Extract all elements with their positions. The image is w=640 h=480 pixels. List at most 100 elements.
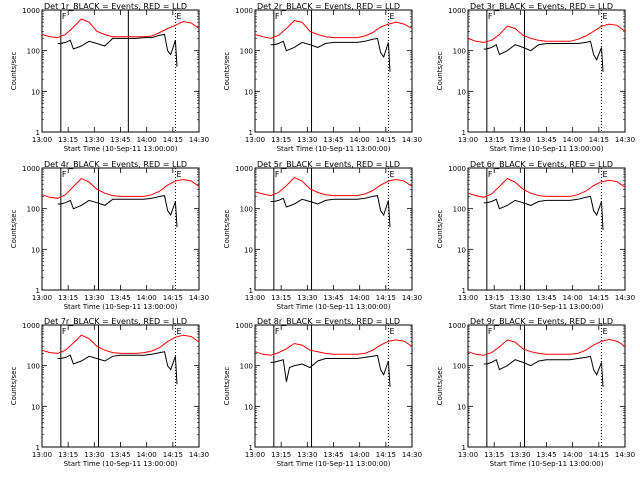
series-line-events bbox=[483, 355, 604, 387]
x-axis-label: Start Time (10-Sep-11 13:00:00) bbox=[490, 303, 604, 311]
y-tick-label: 1000 bbox=[22, 322, 40, 330]
y-tick-label: 10 bbox=[457, 403, 466, 411]
y-tick-label: 10 bbox=[244, 246, 253, 254]
x-axis-label: Start Time (10-Sep-11 13:00:00) bbox=[277, 303, 391, 311]
y-tick-label: 1000 bbox=[448, 322, 466, 330]
y-tick-label: 1 bbox=[462, 287, 466, 295]
panel-title: Det 3r_BLACK = Events, RED = LLD bbox=[470, 2, 613, 11]
x-axis-label: Start Time (10-Sep-11 13:00:00) bbox=[64, 303, 178, 311]
panel-title: Det 9r_BLACK = Events, RED = LLD bbox=[470, 317, 613, 326]
x-tick-label: 13:00 bbox=[458, 451, 478, 459]
series-line-lld bbox=[254, 177, 413, 197]
marker-label: E bbox=[389, 327, 394, 336]
marker-label: F bbox=[488, 327, 493, 336]
series-line-lld bbox=[467, 338, 626, 356]
marker-label: E bbox=[176, 170, 181, 179]
x-tick-label: 13:00 bbox=[245, 294, 265, 302]
y-tick-label: 100 bbox=[240, 206, 253, 214]
x-axis-label: Start Time (10-Sep-11 13:00:00) bbox=[64, 145, 178, 153]
y-tick-label: 10 bbox=[244, 403, 253, 411]
x-tick-label: 13:45 bbox=[323, 294, 343, 302]
x-axis-label: Start Time (10-Sep-11 13:00:00) bbox=[64, 460, 178, 468]
y-tick-label: 100 bbox=[27, 48, 40, 56]
y-tick-label: 1 bbox=[36, 287, 40, 295]
x-tick-label: 14:00 bbox=[137, 451, 157, 459]
y-tick-label: 1 bbox=[249, 129, 253, 137]
y-axis-label: Counts/sec bbox=[10, 52, 18, 91]
y-axis-label: Counts/sec bbox=[436, 367, 444, 406]
marker-label: F bbox=[275, 12, 280, 21]
marker-label: E bbox=[176, 327, 181, 336]
x-tick-label: 13:15 bbox=[58, 294, 78, 302]
x-tick-label: 14:00 bbox=[563, 451, 583, 459]
x-tick-label: 13:00 bbox=[32, 294, 52, 302]
x-tick-label: 13:15 bbox=[271, 294, 291, 302]
y-tick-label: 100 bbox=[27, 363, 40, 371]
x-tick-label: 13:45 bbox=[110, 294, 130, 302]
marker-label: F bbox=[62, 12, 67, 21]
y-tick-label: 10 bbox=[244, 88, 253, 96]
series-line-events bbox=[483, 40, 604, 72]
marker-label: E bbox=[389, 170, 394, 179]
x-tick-label: 13:30 bbox=[510, 136, 530, 144]
x-tick-label: 14:30 bbox=[402, 451, 422, 459]
y-axis-label: Counts/sec bbox=[223, 210, 231, 249]
x-tick-label: 13:15 bbox=[271, 451, 291, 459]
x-tick-label: 14:30 bbox=[615, 136, 635, 144]
x-tick-label: 14:15 bbox=[376, 294, 396, 302]
marker-label: F bbox=[62, 170, 67, 179]
series-line-lld bbox=[467, 23, 626, 43]
panel-title: Det 5r_BLACK = Events, RED = LLD bbox=[257, 160, 400, 169]
y-axis-label: Counts/sec bbox=[10, 367, 18, 406]
x-tick-label: 13:00 bbox=[32, 136, 52, 144]
x-tick-label: 13:45 bbox=[323, 451, 343, 459]
y-tick-label: 1000 bbox=[22, 7, 40, 15]
x-tick-label: 13:30 bbox=[510, 451, 530, 459]
x-tick-label: 14:15 bbox=[163, 294, 183, 302]
y-tick-label: 10 bbox=[31, 403, 40, 411]
x-tick-label: 14:30 bbox=[402, 136, 422, 144]
x-tick-label: 13:30 bbox=[297, 294, 317, 302]
x-tick-label: 13:30 bbox=[510, 294, 530, 302]
y-tick-label: 100 bbox=[453, 363, 466, 371]
y-axis-label: Counts/sec bbox=[436, 52, 444, 91]
y-tick-label: 100 bbox=[240, 48, 253, 56]
marker-label: E bbox=[176, 12, 181, 21]
y-tick-label: 100 bbox=[453, 48, 466, 56]
x-tick-label: 13:30 bbox=[297, 451, 317, 459]
x-tick-label: 14:00 bbox=[350, 136, 370, 144]
y-tick-label: 1000 bbox=[235, 7, 253, 15]
panel-title: Det 6r_BLACK = Events, RED = LLD bbox=[470, 160, 613, 169]
panel-1: Det 1r_BLACK = Events, RED = LLD 1 10 100 10… bbox=[10, 2, 209, 153]
panel-5: Det 5r_BLACK = Events, RED = LLD 1 10 100 10… bbox=[223, 160, 422, 311]
x-tick-label: 14:30 bbox=[189, 136, 209, 144]
x-tick-label: 14:15 bbox=[376, 136, 396, 144]
marker-label: F bbox=[488, 12, 493, 21]
panel-title: Det 8r_BLACK = Events, RED = LLD bbox=[257, 317, 400, 326]
x-tick-label: 14:30 bbox=[189, 451, 209, 459]
y-tick-label: 10 bbox=[457, 88, 466, 96]
x-tick-label: 13:15 bbox=[58, 136, 78, 144]
x-tick-label: 13:00 bbox=[245, 136, 265, 144]
x-tick-label: 14:00 bbox=[563, 136, 583, 144]
y-tick-label: 100 bbox=[453, 206, 466, 214]
panel-8: Det 8r_BLACK = Events, RED = LLD 1 10 100 10… bbox=[223, 317, 422, 468]
marker-label: F bbox=[275, 327, 280, 336]
y-axis-label: Counts/sec bbox=[10, 210, 18, 249]
y-tick-label: 1 bbox=[36, 129, 40, 137]
marker-label: E bbox=[602, 12, 607, 21]
series-line-lld bbox=[467, 178, 626, 198]
x-tick-label: 14:00 bbox=[350, 451, 370, 459]
x-tick-label: 13:15 bbox=[58, 451, 78, 459]
y-tick-label: 10 bbox=[31, 246, 40, 254]
y-tick-label: 10 bbox=[31, 88, 40, 96]
panel-title: Det 7r_BLACK = Events, RED = LLD bbox=[44, 317, 187, 326]
x-tick-label: 14:15 bbox=[376, 451, 396, 459]
x-tick-label: 14:30 bbox=[615, 294, 635, 302]
y-axis-label: Counts/sec bbox=[223, 367, 231, 406]
marker-label: E bbox=[602, 170, 607, 179]
x-tick-label: 14:30 bbox=[189, 294, 209, 302]
x-tick-label: 14:15 bbox=[589, 451, 609, 459]
y-tick-label: 10 bbox=[457, 246, 466, 254]
panel-3: Det 3r_BLACK = Events, RED = LLD 1 10 100 10… bbox=[436, 2, 635, 153]
